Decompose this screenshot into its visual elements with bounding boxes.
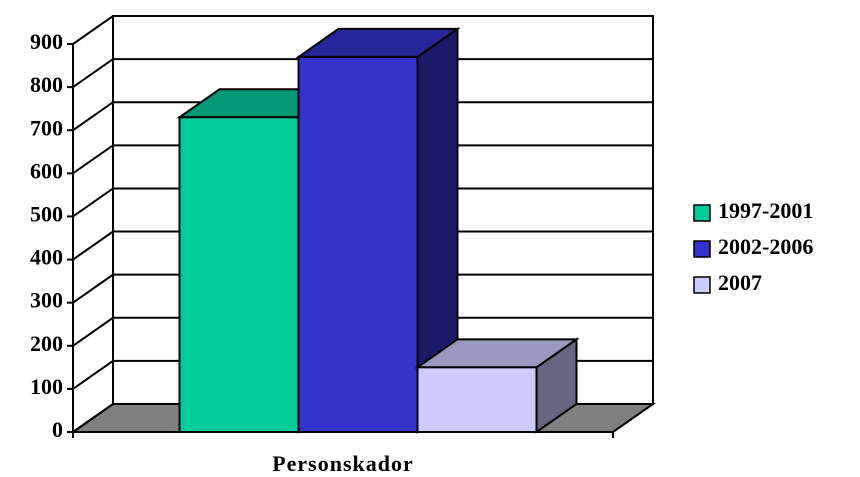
legend-swatch — [693, 276, 711, 294]
grid-line — [72, 273, 653, 304]
grid-line — [72, 187, 653, 218]
grid-line — [72, 144, 653, 175]
bar — [297, 55, 419, 434]
legend-label: 2002-2006 — [718, 234, 813, 259]
legend-swatch — [693, 240, 711, 258]
y-tick-label: 100 — [30, 374, 63, 399]
y-tick-label: 900 — [30, 29, 63, 54]
grid-line — [72, 58, 653, 88]
bar — [178, 116, 300, 434]
y-tick-label: 300 — [30, 288, 63, 313]
y-tick-label: 400 — [30, 245, 63, 270]
y-tick-label: 200 — [30, 331, 63, 356]
legend-label: 1997-2001 — [718, 198, 813, 223]
bar — [416, 366, 538, 434]
y-tick-label: 0 — [52, 417, 63, 442]
legend-swatch — [693, 204, 711, 222]
grid-line — [72, 316, 653, 347]
y-tick-label: 500 — [30, 201, 63, 226]
grid-line — [72, 230, 653, 261]
y-tick-label: 600 — [30, 158, 63, 183]
y-tick-label: 700 — [30, 115, 63, 140]
y-tick-label: 800 — [30, 72, 63, 97]
legend-label: 2007 — [718, 270, 762, 295]
grid-line — [72, 15, 653, 45]
grid-line — [72, 101, 653, 132]
x-tick-label: Personskador — [272, 451, 414, 476]
